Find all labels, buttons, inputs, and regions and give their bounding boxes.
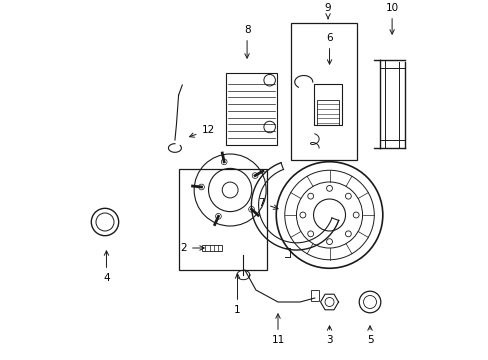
Bar <box>202 245 221 251</box>
Bar <box>310 290 318 301</box>
Text: 8: 8 <box>243 25 250 58</box>
Text: 6: 6 <box>325 33 332 64</box>
Bar <box>317 100 338 125</box>
Text: 1: 1 <box>234 274 240 315</box>
Text: 4: 4 <box>103 251 109 283</box>
Text: 5: 5 <box>366 326 372 345</box>
Bar <box>313 84 342 125</box>
Text: 12: 12 <box>189 125 214 137</box>
Bar <box>226 73 276 145</box>
Text: 7: 7 <box>258 198 278 209</box>
Text: 10: 10 <box>385 3 398 34</box>
Text: 9: 9 <box>324 3 331 19</box>
Text: 2: 2 <box>180 243 204 253</box>
Bar <box>290 23 356 160</box>
Text: 11: 11 <box>271 314 284 345</box>
Bar <box>178 169 266 270</box>
Text: 3: 3 <box>325 326 332 345</box>
